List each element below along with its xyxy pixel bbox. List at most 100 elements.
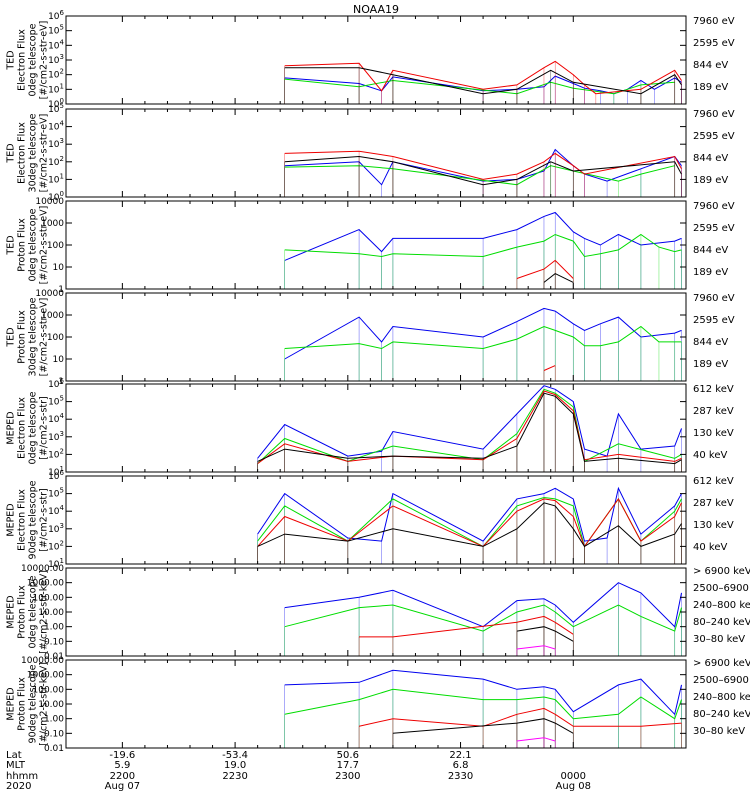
ytick-label-meped_e_90-2: 103 [48, 522, 64, 535]
series-meped_p_90-0 [284, 669, 682, 716]
series-meped_p_90-2 [358, 707, 682, 727]
ytick-label-ted_p_0-1: 10 [53, 263, 65, 273]
series-meped_p_0-1 [284, 604, 682, 632]
series-ted_p_30-0 [284, 307, 682, 360]
ylabel-line: [#/cm2-s-str-eV] [39, 206, 50, 285]
xaxis-value-2-2: 2300 [335, 771, 360, 782]
legend-ted_e_0-1: 2595 eV [693, 38, 735, 49]
ytick-label-meped_p_90-2: 1.00 [44, 715, 64, 725]
legend-ted_e_0-2: 844 eV [693, 60, 728, 71]
ylabel-line: 30deg telescope [28, 297, 39, 376]
ytick-label-meped_p_90-5: 1000.00 [27, 671, 64, 681]
ytick-label-meped_p_90-4: 100.00 [33, 685, 65, 695]
legend-ted_p_0-3: 189 eV [693, 267, 728, 278]
series-ted_p_30-1 [284, 325, 682, 350]
ylabel-line: 0deg telescope [28, 208, 39, 281]
ytick-label-meped_e_90-4: 105 [48, 487, 64, 500]
legend-ted_e_30-1: 2595 eV [693, 131, 735, 142]
ylabel-line: 0deg telescope [28, 391, 39, 464]
legend-ted_p_30-2: 844 eV [693, 337, 728, 348]
ylabel-meped_e_90: MEPEDElectron Flux90deg telescope[#/cm2-… [6, 480, 50, 559]
ylabel-line: Electron Flux [17, 397, 28, 459]
ytick-label-ted_e_30-4: 104 [48, 120, 64, 133]
frame-meped_e_0 [65, 383, 687, 473]
legend-meped_e_90-0: 612 keV [693, 476, 734, 487]
legend-meped_e_0-2: 130 keV [693, 428, 734, 439]
legend-meped_p_0-0: > 6900 keV [693, 566, 750, 577]
ylabel-line: Proton Flux [17, 677, 28, 731]
ytick-label-ted_e_0-0: 100 [48, 97, 64, 110]
xaxis-value-0-2: 2200 [110, 771, 135, 782]
ylabel-line: [#/cm2-s-str-keV] [39, 570, 50, 654]
row-label-lat: Lat [6, 750, 22, 761]
row-label-2020: 2020 [6, 781, 31, 792]
ytick-label-ted_p_30-3: 1000 [41, 311, 64, 321]
legend-meped_p_0-2: 240–800 keV [693, 600, 750, 611]
legend-meped_p_90-2: 240–800 keV [693, 692, 750, 703]
frame-meped_e_90 [65, 475, 687, 565]
ylabel-line: TED [6, 50, 17, 70]
ytick-label-ted_e_30-2: 102 [48, 155, 64, 168]
ytick-label-meped_e_0-3: 104 [48, 412, 64, 425]
legend-meped_e_90-2: 130 keV [693, 520, 734, 531]
series-ted_p_0-1 [284, 233, 682, 258]
ytick-label-ted_p_30-0: 1 [58, 377, 64, 387]
series-ted_p_0-2 [516, 259, 574, 279]
ylabel-line: [#/cm2-s-str-eV] [39, 21, 50, 100]
ylabel-line: Proton Flux [17, 218, 28, 272]
ylabel-line: 0deg telescope [28, 23, 39, 96]
ylabel-meped_p_0: MEPEDProton Flux0deg telescope[#/cm2-s-s… [6, 570, 50, 654]
ytick-label-meped_e_90-1: 102 [48, 539, 64, 552]
series-meped_p_90-4 [516, 737, 556, 742]
series-meped_p_0-0 [284, 582, 682, 628]
ytick-label-meped_p_0-6: 10000.00 [21, 564, 64, 574]
ylabel-line: 0deg telescope [28, 575, 39, 648]
ytick-label-ted_p_30-2: 100 [47, 333, 64, 343]
series-meped_e_90-1 [257, 496, 682, 548]
xaxis-value-4-2: 0000 [561, 771, 586, 782]
ylabel-line: TED [6, 143, 17, 163]
ylabel-line: [#/cm2-s-str] [39, 488, 50, 551]
ylabel-line: TED [6, 235, 17, 255]
ytick-label-meped_e_0-0: 101 [48, 465, 64, 478]
ytick-label-ted_p_0-0: 1 [58, 285, 64, 295]
row-label-hhmm: hhmm [6, 771, 38, 782]
ytick-label-meped_e_90-5: 106 [48, 469, 64, 482]
series-meped_e_90-3 [257, 502, 682, 548]
ylabel-line: 90deg telescope [28, 480, 39, 559]
xaxis-value-2-1: 17.7 [337, 760, 359, 771]
ytick-label-meped_p_0-3: 10.00 [38, 608, 64, 618]
series-ted_p_30-2 [543, 365, 556, 371]
ylabel-line: MEPED [6, 595, 17, 628]
legend-ted_e_0-0: 7960 eV [693, 16, 735, 27]
figure-title: NOAA19 [353, 3, 399, 16]
xaxis-value-3-2: 2330 [448, 771, 473, 782]
xaxis-value-3-1: 6.8 [453, 760, 469, 771]
ytick-label-ted_e_0-3: 103 [48, 53, 64, 66]
legend-ted_p_30-1: 2595 eV [693, 315, 735, 326]
ylabel-line: Electron Flux [17, 29, 28, 91]
legend-ted_e_30-2: 844 eV [693, 153, 728, 164]
legend-ted_p_30-0: 7960 eV [693, 293, 735, 304]
legend-meped_e_0-1: 287 keV [693, 406, 734, 417]
series-meped_p_0-2 [359, 615, 574, 638]
ytick-label-ted_e_0-5: 105 [48, 24, 64, 37]
ytick-label-ted_p_30-4: 10000 [35, 289, 64, 299]
legend-meped_p_0-4: 30–80 keV [693, 634, 745, 645]
xaxis-value-0-1: 5.9 [114, 760, 130, 771]
ytick-label-ted_p_0-2: 100 [47, 241, 64, 251]
ytick-label-ted_p_30-1: 10 [53, 355, 65, 365]
ytick-label-ted_e_30-3: 103 [48, 137, 64, 150]
series-ted_e_30-1 [284, 165, 675, 186]
series-meped_e_0-0 [257, 385, 682, 459]
ylabel-line: [#/cm2-s-str-eV] [39, 298, 50, 377]
series-ted_e_30-0 [284, 148, 682, 186]
ytick-label-meped_e_90-3: 104 [48, 504, 64, 517]
legend-meped_p_90-0: > 6900 keV [693, 658, 750, 669]
